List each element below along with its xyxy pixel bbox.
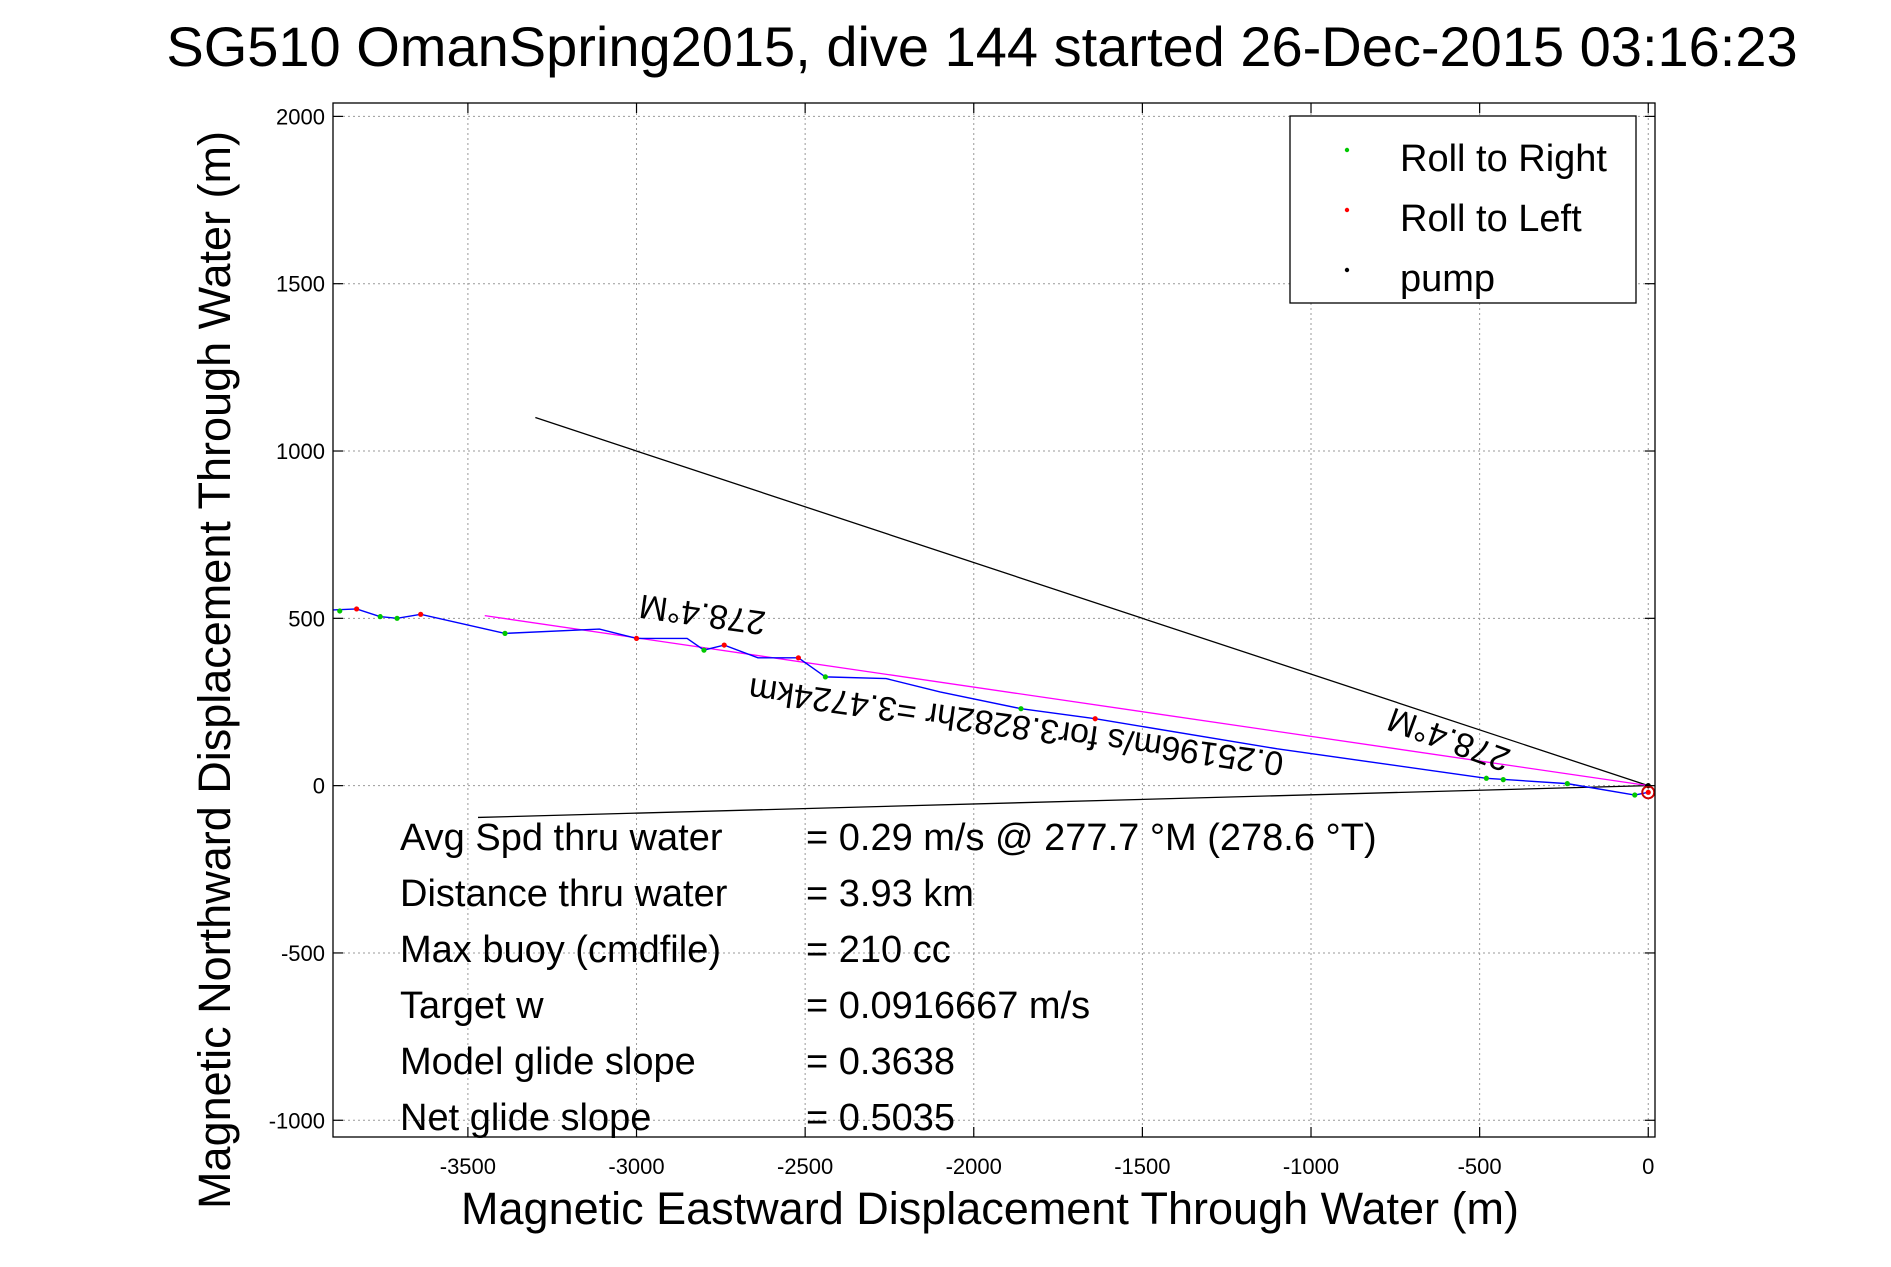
legend-marker xyxy=(1344,147,1350,153)
point-roll-to-right xyxy=(1500,777,1506,783)
x-tick-label: -2500 xyxy=(777,1154,833,1179)
y-tick-label: 0 xyxy=(313,774,325,799)
point-roll-to-right xyxy=(1483,775,1489,781)
x-tick-label: -3500 xyxy=(440,1154,496,1179)
x-tick-label: -500 xyxy=(1458,1154,1502,1179)
point-roll-to-left xyxy=(633,635,640,642)
stats-text-block: Avg Spd thru water = 0.29 m/s @ 277.7 °M … xyxy=(400,817,1377,1139)
axis-ticks: -3500 -3000 -2500 -2000 -1500 -1000 -500 0 -1000… xyxy=(269,103,1655,1179)
guide-lines xyxy=(477,416,1649,819)
x-tick-label: 0 xyxy=(1642,1154,1654,1179)
point-roll-to-right xyxy=(502,630,508,636)
x-tick-label: -1000 xyxy=(1283,1154,1339,1179)
point-roll-to-right xyxy=(1018,706,1024,712)
stat-value: = 0.3638 xyxy=(806,1041,955,1083)
y-tick-label: -1000 xyxy=(269,1108,325,1133)
stat-value: = 3.93 km xyxy=(806,873,974,915)
grid-lines xyxy=(333,103,1655,1137)
legend-marker xyxy=(1344,267,1350,273)
data-points xyxy=(337,606,1656,800)
point-roll-to-left xyxy=(418,611,424,617)
track-line xyxy=(332,608,1649,796)
stat-label: Target w xyxy=(400,985,544,1027)
legend-label: pump xyxy=(1400,258,1495,300)
chart-title: SG510 OmanSpring2015, dive 144 started 2… xyxy=(166,15,1797,78)
stat-label: Max buoy (cmdfile) xyxy=(400,929,721,971)
y-tick-label: 2000 xyxy=(276,104,325,129)
stat-value: = 0.5035 xyxy=(806,1097,955,1139)
point-roll-to-right xyxy=(701,647,707,653)
dive-track xyxy=(332,608,1649,796)
plot-area-frame xyxy=(332,102,1656,1138)
point-roll-to-left xyxy=(1092,716,1098,722)
x-tick-label: -1500 xyxy=(1114,1154,1170,1179)
point-roll-to-right xyxy=(1564,781,1570,787)
stat-value: = 0.0916667 m/s xyxy=(806,985,1090,1027)
stat-label: Model glide slope xyxy=(400,1041,696,1083)
point-roll-to-right xyxy=(822,674,828,680)
legend-label: Roll to Left xyxy=(1400,198,1582,240)
point-roll-to-left xyxy=(795,655,801,661)
stat-value: = 210 cc xyxy=(806,929,951,971)
y-tick-label: 1000 xyxy=(276,439,325,464)
heading-line xyxy=(484,615,1649,787)
point-roll-to-left xyxy=(721,642,727,648)
stat-label: Avg Spd thru water xyxy=(400,817,723,859)
stat-label: Distance thru water xyxy=(400,873,728,915)
y-tick-label: 1500 xyxy=(276,272,325,297)
x-axis-label: Magnetic Eastward Displacement Through W… xyxy=(461,1183,1519,1234)
legend-marker xyxy=(1344,207,1350,213)
point-roll-to-right xyxy=(377,614,383,620)
legend-label: Roll to Right xyxy=(1400,138,1607,180)
guide-line xyxy=(535,416,1649,787)
point-roll-to-right xyxy=(337,608,343,614)
y-axis-label: Magnetic Northward Displacement Through … xyxy=(189,131,240,1209)
legend: Roll to Right Roll to Left pump xyxy=(1289,115,1637,304)
start-marker xyxy=(1641,785,1656,800)
stat-label: Net glide slope xyxy=(400,1097,651,1139)
point-roll-to-right xyxy=(1632,792,1638,798)
point-roll-to-right xyxy=(394,615,400,621)
guide-line xyxy=(477,784,1649,819)
point-roll-to-left xyxy=(1645,789,1651,795)
y-tick-label: -500 xyxy=(281,941,325,966)
stat-value: = 0.29 m/s @ 277.7 °M (278.6 °T) xyxy=(806,817,1377,859)
x-tick-label: -2000 xyxy=(946,1154,1002,1179)
y-tick-label: 500 xyxy=(288,606,325,631)
point-roll-to-left xyxy=(354,606,360,612)
x-tick-label: -3000 xyxy=(608,1154,664,1179)
